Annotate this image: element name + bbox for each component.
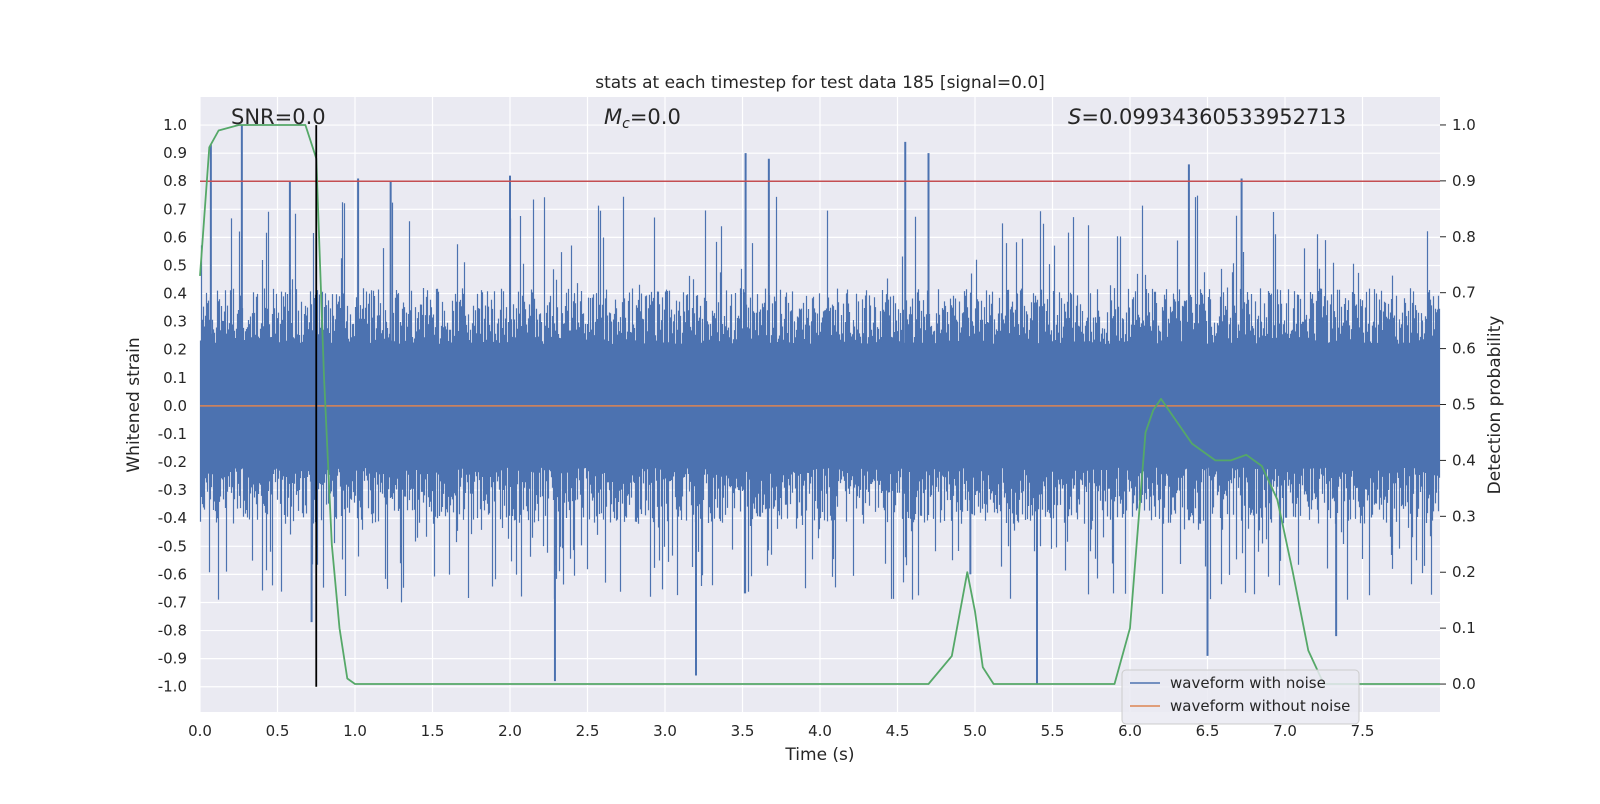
left-y-tick-label: 0.2 <box>163 341 187 359</box>
left-y-axis-label: Whitened strain <box>124 337 144 472</box>
left-y-tick-label: 0.3 <box>163 313 187 331</box>
left-y-tick-label: 0.8 <box>163 172 187 190</box>
x-tick-label: 1.0 <box>343 722 367 740</box>
x-tick-label: 0.0 <box>188 722 212 740</box>
left-y-tick-label: -0.8 <box>158 622 187 640</box>
right-y-tick-label: 0.4 <box>1452 451 1476 469</box>
left-y-tick-label: 0.9 <box>163 144 187 162</box>
statistic-value: =0.09934360533952713 <box>1081 105 1346 129</box>
right-y-axis-label: Detection probability <box>1485 316 1505 495</box>
chirp-mass-symbol: M <box>604 105 622 129</box>
left-y-tick-label: -1.0 <box>158 678 187 696</box>
statistic-annotation: S=0.09934360533952713 <box>1068 105 1346 129</box>
left-y-axis-ticks: 1.0 0.9 0.8 0.7 0.6 0.5 0.4 0.3 0.2 0.1 0.0 -0.1 -0.… <box>158 116 187 696</box>
line-series <box>199 124 1440 687</box>
x-axis-label: Time (s) <box>784 745 854 765</box>
left-y-tick-label: -0.1 <box>158 425 187 443</box>
legend-label-waveform-without-noise: waveform without noise <box>1170 697 1350 715</box>
x-tick-label: 3.5 <box>731 722 755 740</box>
left-y-tick-label: -0.5 <box>158 537 187 555</box>
x-tick-label: 5.5 <box>1041 722 1065 740</box>
left-y-tick-label: 0.6 <box>163 228 187 246</box>
statistic-symbol: S <box>1068 105 1081 129</box>
chirp-mass-value: =0.0 <box>630 105 681 129</box>
x-tick-label: 7.0 <box>1273 722 1297 740</box>
right-y-tick-label: 0.0 <box>1452 675 1476 693</box>
legend-label-waveform-with-noise: waveform with noise <box>1170 674 1326 692</box>
right-y-tick-label: 0.6 <box>1452 340 1476 358</box>
noise-trace <box>199 195 1441 603</box>
left-y-tick-label: -0.7 <box>158 593 187 611</box>
right-y-tick-label: 0.8 <box>1452 228 1476 246</box>
left-y-tick-label: 0.5 <box>163 256 187 274</box>
left-y-tick-label: 0.0 <box>163 397 187 415</box>
left-y-tick-label: 0.7 <box>163 200 187 218</box>
left-y-tick-label: -0.9 <box>158 650 187 668</box>
legend-box <box>1121 669 1360 725</box>
x-tick-label: 4.5 <box>886 722 910 740</box>
x-tick-label: 6.0 <box>1118 722 1142 740</box>
x-tick-label: 2.0 <box>498 722 522 740</box>
left-y-tick-label: -0.2 <box>158 453 187 471</box>
chart-title: stats at each timestep for test data 185… <box>595 73 1045 93</box>
noise-series <box>199 125 1441 684</box>
detection-probability-line <box>199 124 1440 685</box>
chirp-mass-subscript: c <box>622 116 630 132</box>
x-tick-label: 7.5 <box>1351 722 1375 740</box>
x-axis-ticks: 0.0 0.5 1.0 1.5 2.0 2.5 3.0 3.5 4.0 4.5 5.0 5.5 6.0 6… <box>188 722 1374 740</box>
left-y-tick-label: -0.3 <box>158 481 187 499</box>
left-y-tick-label: -0.4 <box>158 509 187 527</box>
right-y-tick-label: 0.3 <box>1452 507 1476 525</box>
right-y-axis-ticks: 1.0 0.9 0.8 0.7 0.6 0.5 0.4 0.3 0.2 0.1 0.0 <box>1440 116 1476 693</box>
x-tick-label: 2.5 <box>576 722 600 740</box>
right-y-tick-label: 0.1 <box>1452 619 1476 637</box>
chirp-mass-annotation: Mc=0.0 <box>604 105 681 132</box>
left-y-tick-label: -0.6 <box>158 565 187 583</box>
right-y-tick-label: 0.9 <box>1452 172 1476 190</box>
right-y-tick-label: 0.7 <box>1452 284 1476 302</box>
x-tick-label: 3.0 <box>653 722 677 740</box>
left-y-tick-label: 1.0 <box>163 116 187 134</box>
right-y-tick-label: 0.5 <box>1452 396 1476 414</box>
x-tick-label: 5.0 <box>963 722 987 740</box>
x-tick-label: 4.0 <box>808 722 832 740</box>
x-tick-label: 0.5 <box>266 722 290 740</box>
legend: waveform with noise waveform without noi… <box>1121 669 1360 725</box>
right-y-tick-label: 0.2 <box>1452 563 1476 581</box>
x-tick-label: 6.5 <box>1196 722 1220 740</box>
left-y-tick-label: 0.4 <box>163 285 187 303</box>
left-y-tick-label: 0.1 <box>163 369 187 387</box>
right-y-tick-label: 1.0 <box>1452 116 1476 134</box>
x-tick-label: 1.5 <box>421 722 445 740</box>
snr-annotation: SNR=0.0 <box>231 105 326 129</box>
